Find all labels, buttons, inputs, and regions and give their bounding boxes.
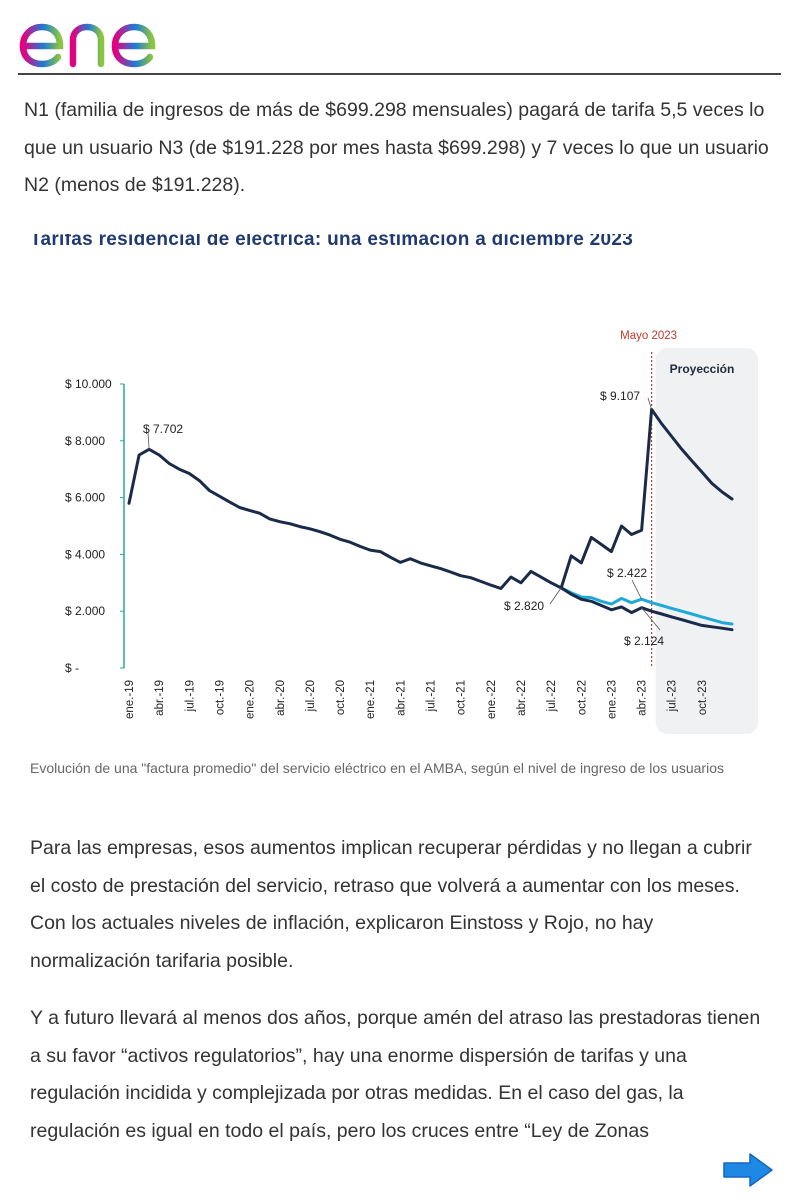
x-tick-label: oct.-22 [576, 680, 588, 715]
projection-label: Proyección [670, 362, 735, 376]
marker-label: Mayo 2023 [620, 330, 677, 342]
x-tick-label: jul.-20 [305, 680, 317, 712]
chart-title: Tarifas residencial de eléctrica: una es… [30, 234, 730, 254]
y-tick-label: $ 2.000 [65, 604, 105, 618]
figure-caption: Evolución de una "factura promedio" del … [30, 760, 724, 776]
arrow-right-icon[interactable] [722, 1152, 774, 1188]
x-tick-label: oct.-21 [456, 680, 468, 715]
x-tick-label: abr.-22 [516, 680, 528, 716]
enel-logo[interactable] [18, 2, 188, 70]
header-divider [18, 73, 781, 75]
projection-region [655, 348, 758, 734]
series-line-n3 [559, 586, 734, 626]
y-tick-label: $ - [65, 661, 79, 675]
chart-title-text: Tarifas residencial de eléctrica: una es… [30, 234, 634, 250]
y-tick-label: $ 8.000 [65, 434, 105, 448]
x-tick-label: abr.-23 [637, 680, 649, 716]
x-tick-label: oct.-23 [697, 680, 709, 715]
y-tick-label: $ 6.000 [65, 491, 105, 505]
series-line-n2 [559, 586, 734, 632]
annotation-label: $ 2.124 [624, 634, 664, 648]
annotation-label: $ 9.107 [600, 389, 640, 403]
y-tick-label: $ 10.000 [65, 377, 112, 391]
body-paragraph-1: Para las empresas, esos aumentos implica… [30, 837, 752, 972]
x-tick-label: ene.-19 [124, 680, 136, 719]
x-tick-label: abr.-21 [395, 680, 407, 716]
y-tick-label: $ 4.000 [65, 547, 105, 561]
x-tick-label: oct.-19 [214, 680, 226, 715]
tariff-line-chart: Proyección $ - $ 2.000 $ 4.000 $ 6.000 $ 8.00… [65, 330, 758, 734]
x-tick-label: oct.-20 [335, 680, 347, 715]
body-paragraph-2: Y a futuro llevará al menos dos años, po… [30, 1007, 761, 1142]
intro-paragraph: N1 (familia de ingresos de más de $699.2… [24, 99, 769, 196]
annotation-leader [647, 397, 652, 410]
x-tick-label: jul.-22 [546, 680, 558, 712]
x-tick-label: jul.-19 [184, 680, 196, 712]
x-tick-label: ene.-23 [606, 680, 618, 719]
x-tick-label: abr.-20 [275, 680, 287, 716]
annotation-leader [147, 431, 150, 450]
series-line-n1 [127, 407, 734, 590]
x-tick-label: ene.-21 [365, 680, 377, 719]
annotation-leader [549, 587, 562, 605]
x-tick-label: ene.-20 [245, 680, 257, 719]
annotation-leader [631, 579, 642, 600]
annotation-label: $ 7.702 [143, 422, 183, 436]
x-tick-label: abr.-19 [154, 680, 166, 716]
annotation-label: $ 2.820 [504, 599, 544, 613]
x-tick-label: jul.-21 [426, 680, 438, 712]
annotation-label: $ 2.422 [607, 566, 647, 580]
x-tick-label: ene.-22 [486, 680, 498, 719]
x-tick-label: jul.-23 [667, 680, 679, 712]
annotation-leader [641, 607, 661, 631]
